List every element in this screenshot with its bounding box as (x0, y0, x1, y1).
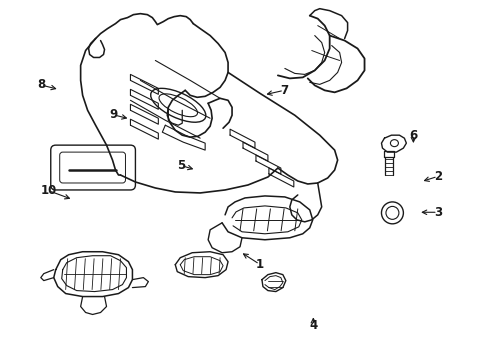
Text: 4: 4 (309, 319, 318, 332)
Text: 6: 6 (409, 129, 417, 142)
Text: 8: 8 (37, 78, 45, 91)
Text: 7: 7 (280, 84, 288, 97)
Text: 3: 3 (434, 206, 442, 219)
Text: 5: 5 (177, 159, 186, 172)
Text: 9: 9 (109, 108, 117, 121)
Text: 10: 10 (41, 184, 57, 197)
Text: 2: 2 (434, 170, 442, 183)
Text: 1: 1 (256, 258, 264, 271)
